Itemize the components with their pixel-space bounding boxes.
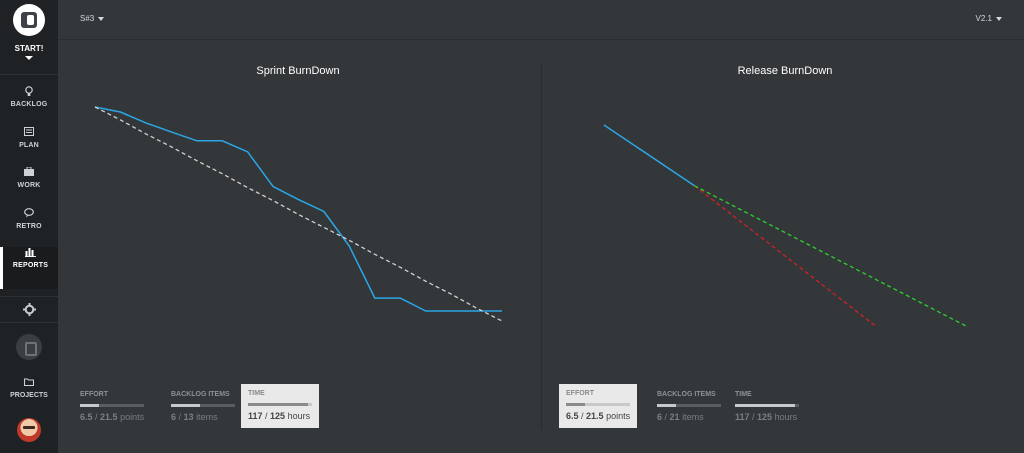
sidebar-item-projects[interactable]: PROJECTS	[0, 373, 58, 399]
sidebar-item-plan[interactable]: PLAN	[0, 127, 58, 167]
release-burndown-chart	[603, 124, 967, 327]
lightbulb-icon	[0, 86, 58, 98]
chat-icon	[0, 208, 58, 220]
sidebar: START! BACKLOG PLAN WORK RETRO REPORTS	[0, 0, 58, 453]
version-selector[interactable]: V2.1	[976, 14, 1002, 23]
progress-fill	[735, 404, 796, 407]
release-backlog-items-stat: BACKLOG ITEMS 6 / 21 items	[650, 385, 728, 429]
stat-value: 6 / 13 items	[171, 412, 218, 422]
stat-value: 117 / 125 hours	[248, 411, 311, 421]
progress-fill	[80, 404, 100, 407]
progress-bar	[171, 404, 235, 407]
progress-bar	[657, 404, 721, 407]
chevron-down-icon[interactable]	[25, 56, 33, 60]
sprint-effort-stat: EFFORT 6.5 / 21.5 points	[80, 391, 145, 422]
progress-bar	[80, 404, 144, 407]
release-time-stat: TIME 117 / 125 hours	[735, 391, 799, 422]
chevron-down-icon	[996, 16, 1002, 21]
sprint-time-stat[interactable]: TIME 117 / 125 hours	[241, 384, 319, 428]
progress-bar	[735, 404, 799, 407]
bar-chart-icon	[3, 247, 58, 259]
sidebar-divider	[0, 296, 58, 297]
folder-icon	[0, 373, 58, 391]
series-line-projected	[694, 185, 967, 327]
release-effort-stat[interactable]: EFFORT 6.5 / 21.5 points	[559, 384, 637, 428]
stat-value: 117 / 125 hours	[735, 412, 798, 422]
series-line-actual	[603, 124, 695, 187]
progress-fill	[248, 403, 309, 406]
series-line-ideal	[94, 106, 503, 322]
sidebar-item-retro[interactable]: RETRO	[0, 208, 58, 248]
sidebar-item-reports[interactable]: REPORTS	[0, 247, 58, 289]
avatar[interactable]	[17, 418, 41, 442]
sidebar-divider	[0, 74, 58, 75]
panel-divider	[541, 64, 542, 430]
sprint-burndown-chart	[94, 106, 503, 322]
progress-bar	[248, 403, 312, 406]
stat-value: 6.5 / 21.5 points	[566, 411, 631, 421]
plan-icon	[0, 127, 58, 139]
stat-value: 6 / 21 items	[657, 412, 704, 422]
release-burndown-title: Release BurnDown	[737, 65, 833, 77]
sprint-burndown-title: Sprint BurnDown	[256, 65, 340, 77]
progress-bar	[566, 403, 630, 406]
project-selector[interactable]: START!	[14, 44, 44, 53]
progress-fill	[171, 404, 201, 407]
gear-icon[interactable]	[0, 303, 58, 319]
secondary-logo-icon	[16, 334, 42, 360]
stat-value: 6.5 / 21.5 points	[80, 412, 145, 422]
logo-icon	[21, 12, 37, 28]
chevron-down-icon	[98, 16, 105, 21]
sidebar-divider	[0, 322, 58, 323]
top-bar: S#3 V2.1	[58, 0, 1024, 40]
series-line-optimistic	[694, 185, 876, 327]
briefcase-icon	[0, 166, 58, 179]
progress-fill	[566, 403, 586, 406]
sprint-backlog-items-stat: BACKLOG ITEMS 6 / 13 items	[164, 385, 242, 429]
sprint-selector[interactable]: S#3	[80, 14, 105, 23]
app-logo[interactable]	[13, 4, 45, 36]
sidebar-item-backlog[interactable]: BACKLOG	[0, 86, 58, 126]
sidebar-item-work[interactable]: WORK	[0, 166, 58, 207]
series-line-actual	[94, 106, 502, 312]
progress-fill	[657, 404, 676, 407]
